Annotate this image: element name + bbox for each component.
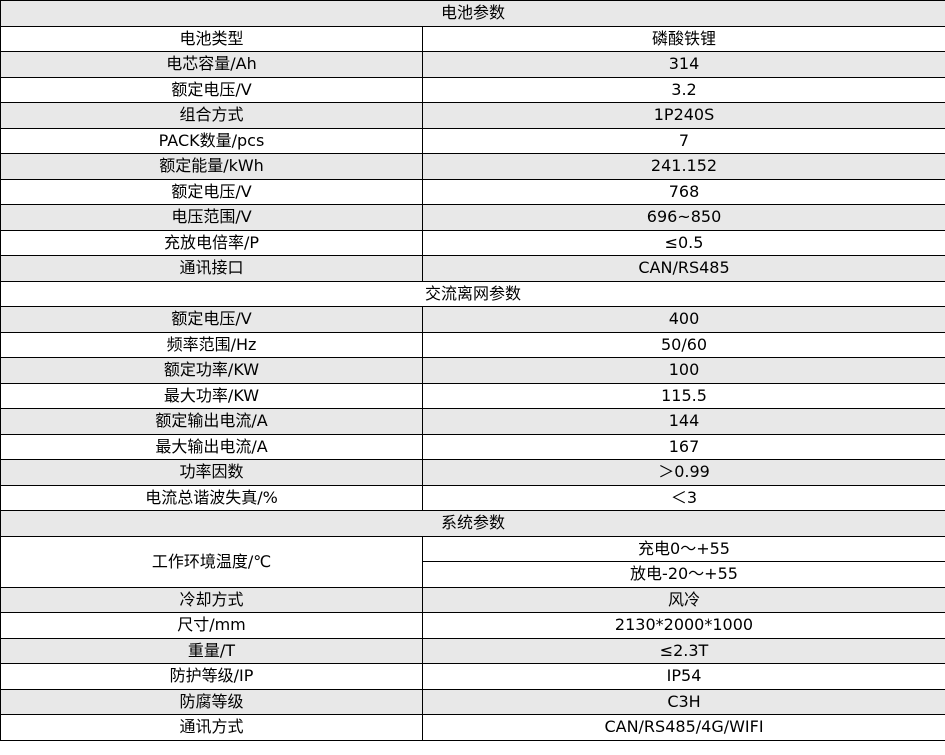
row-value: ≤2.3T [421,637,945,664]
table-row: PACK数量/pcs 7 [0,127,945,154]
table-row: 最大功率/KW 115.5 [0,382,945,409]
table-row: 充放电倍率/P ≤0.5 [0,229,945,256]
row-value: 2130*2000*1000 [421,612,945,639]
row-value: ≤0.5 [421,229,945,256]
row-label: 冷却方式 [0,586,423,613]
row-label: 通讯方式 [0,714,423,741]
row-value: 3.2 [421,76,945,103]
section-title: 系统参数 [0,510,945,537]
table-row: 冷却方式 风冷 [0,586,945,613]
table-row: 额定电压/V 400 [0,306,945,333]
table-row: 电池类型 磷酸铁锂 [0,25,945,52]
table-row: 放电-20～+55 [1,561,945,588]
row-value: 50/60 [421,331,945,358]
table-row: 额定功率/KW 100 [0,357,945,384]
row-value: 167 [421,433,945,460]
row-value: 100 [421,357,945,384]
row-value: IP54 [421,663,945,690]
row-label: 尺寸/mm [0,612,423,639]
row-label: 额定电压/V [0,306,423,333]
row-value: 115.5 [421,382,945,409]
row-label: 最大功率/KW [0,382,423,409]
row-value: 768 [421,178,945,205]
section-title: 交流离网参数 [0,280,945,307]
table-row: 尺寸/mm 2130*2000*1000 [0,612,945,639]
row-value: 400 [421,306,945,333]
section-header-row: 交流离网参数 [0,280,945,307]
row-value: 314 [421,51,945,78]
row-label: 额定电压/V [0,178,423,205]
row-label: 额定功率/KW [0,357,423,384]
section-header-row: 系统参数 [0,510,945,537]
row-label: 额定能量/kWh [0,153,423,180]
section-title: 电池参数 [0,0,945,27]
row-label: 额定电压/V [0,76,423,103]
row-label: 功率因数 [0,459,423,486]
table-row: 额定输出电流/A 144 [0,408,945,435]
row-value: C3H [421,688,945,715]
row-value: 风冷 [421,586,945,613]
row-label: 防腐等级 [0,688,423,715]
table-row: 电压范围/V 696~850 [0,204,945,231]
row-label: 电芯容量/Ah [0,51,423,78]
row-label: PACK数量/pcs [0,127,423,154]
row-value: 144 [421,408,945,435]
table-row: 组合方式 1P240S [0,102,945,129]
table-row: 电流总谐波失真/% ＜3 [0,484,945,511]
row-value: 充电0～+55 [421,535,945,562]
section-header-row: 电池参数 [0,0,945,27]
row-value: 241.152 [421,153,945,180]
table-row: 额定能量/kWh 241.152 [0,153,945,180]
row-value: 1P240S [421,102,945,129]
row-label: 电池类型 [0,25,423,52]
row-label: 充放电倍率/P [0,229,423,256]
table-row: 功率因数 ＞0.99 [0,459,945,486]
row-label: 通讯接口 [0,255,423,282]
row-label: 最大输出电流/A [0,433,423,460]
row-value: 磷酸铁锂 [421,25,945,52]
row-value: ＞0.99 [421,459,945,486]
row-label: 电流总谐波失真/% [0,484,423,511]
row-label: 电压范围/V [0,204,423,231]
row-label: 频率范围/Hz [0,331,423,358]
table-row: 重量/T ≤2.3T [0,637,945,664]
table-row: 频率范围/Hz 50/60 [0,331,945,358]
table-row: 额定电压/V 3.2 [0,76,945,103]
table-row: 额定电压/V 768 [0,178,945,205]
row-value: CAN/RS485/4G/WIFI [421,714,945,741]
table-row: 通讯接口 CAN/RS485 [0,255,945,282]
row-label: 额定输出电流/A [0,408,423,435]
row-label: 防护等级/IP [0,663,423,690]
table-row: 防腐等级 C3H [0,688,945,715]
row-value: CAN/RS485 [421,255,945,282]
table-row: 电芯容量/Ah 314 [0,51,945,78]
row-value: 7 [421,127,945,154]
table-row: 通讯方式 CAN/RS485/4G/WIFI [0,714,945,741]
table-row: 工作环境温度/℃ 充电0～+55 [0,535,945,588]
row-label: 工作环境温度/℃ [0,535,423,588]
row-value: 696~850 [421,204,945,231]
row-label: 组合方式 [0,102,423,129]
row-value: 放电-20～+55 [421,561,945,588]
table-row: 最大输出电流/A 167 [0,433,945,460]
row-value: ＜3 [421,484,945,511]
row-label: 重量/T [0,637,423,664]
table-row: 防护等级/IP IP54 [0,663,945,690]
